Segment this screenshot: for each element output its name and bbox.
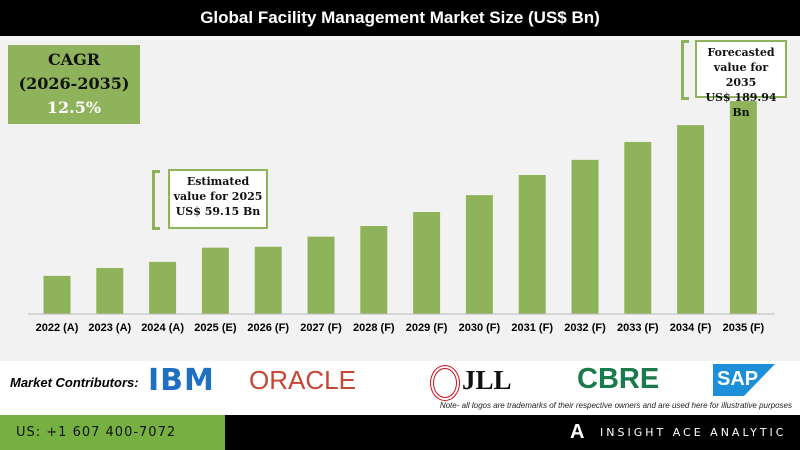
- x-tick-label: 2033 (F): [617, 322, 659, 334]
- x-tick-label: 2029 (F): [406, 322, 448, 334]
- bar: [149, 261, 177, 314]
- bar: [518, 174, 546, 314]
- cbre-logo: CBRE: [577, 363, 660, 395]
- footer: US: +1 607 400-7072 A INSIGHT ACE ANALYT…: [0, 415, 800, 450]
- oracle-logo: ORACLE: [249, 365, 356, 395]
- phone-number: US: +1 607 400-7072: [0, 415, 225, 450]
- trademark-note: Note- all logos are trademarks of their …: [439, 401, 792, 410]
- jll-emblem-icon: [430, 365, 460, 401]
- x-tick-label: 2024 (A): [141, 322, 184, 334]
- x-tick-label: 2022 (A): [36, 322, 79, 334]
- cagr-value: 12.5%: [46, 98, 102, 117]
- cagr-period: (2026-2035): [18, 74, 130, 93]
- forecasted-callout: Forecasted value for 2035 US$ 189.94 Bn: [695, 40, 787, 119]
- x-tick-label: 2025 (E): [194, 322, 237, 334]
- brand-name: INSIGHT ACE ANALYTIC: [600, 426, 787, 439]
- bar: [201, 247, 229, 314]
- callout-line: value for 2025: [173, 190, 263, 203]
- x-tick-label: 2030 (F): [459, 322, 501, 334]
- callout-line: US$ 189.94 Bn: [705, 91, 777, 119]
- bar: [624, 141, 652, 314]
- jll-logo: JLL: [462, 365, 512, 395]
- bar: [254, 246, 282, 314]
- x-tick-label: 2035 (F): [723, 322, 765, 334]
- chart-title: Global Facility Management Market Size (…: [0, 0, 800, 36]
- bar: [360, 225, 388, 314]
- contributors-label: Market Contributors:: [10, 375, 139, 390]
- callout-line: value for 2035: [713, 61, 769, 89]
- callout-bracket: [681, 40, 689, 100]
- sap-logo: SAP: [713, 364, 775, 396]
- bar: [43, 275, 71, 314]
- bar: [571, 159, 599, 314]
- callout-line: Forecasted: [707, 46, 775, 59]
- bar: [413, 211, 441, 314]
- x-tick-label: 2034 (F): [670, 322, 712, 334]
- cagr-label: CAGR: [47, 50, 101, 69]
- contributors-strip: Market Contributors: IBM ORACLE JLL CBRE…: [0, 361, 800, 415]
- bar: [465, 195, 493, 314]
- x-tick-label: 2027 (F): [300, 322, 342, 334]
- bar: [729, 101, 757, 314]
- x-tick-label: 2032 (F): [564, 322, 606, 334]
- cagr-box: CAGR (2026-2035) 12.5%: [8, 45, 140, 124]
- bar: [96, 268, 124, 314]
- bar: [677, 125, 705, 314]
- x-tick-label: 2031 (F): [511, 322, 553, 334]
- x-tick-label: 2028 (F): [353, 322, 395, 334]
- estimated-callout: Estimated value for 2025 US$ 59.15 Bn: [168, 169, 268, 229]
- callout-line: Estimated: [186, 175, 250, 188]
- ibm-logo: IBM: [148, 363, 215, 398]
- bar: [307, 236, 335, 314]
- callout-bracket: [152, 170, 160, 230]
- bar-chart: 2022 (A) 2023 (A) 2024 (A) 2025 (E) 2026 (F)…: [28, 101, 775, 334]
- brand-logo-icon: A: [570, 421, 585, 443]
- x-tick-label: 2023 (A): [88, 322, 131, 334]
- x-tick-label: 2026 (F): [247, 322, 289, 334]
- callout-line: US$ 59.15 Bn: [175, 205, 261, 218]
